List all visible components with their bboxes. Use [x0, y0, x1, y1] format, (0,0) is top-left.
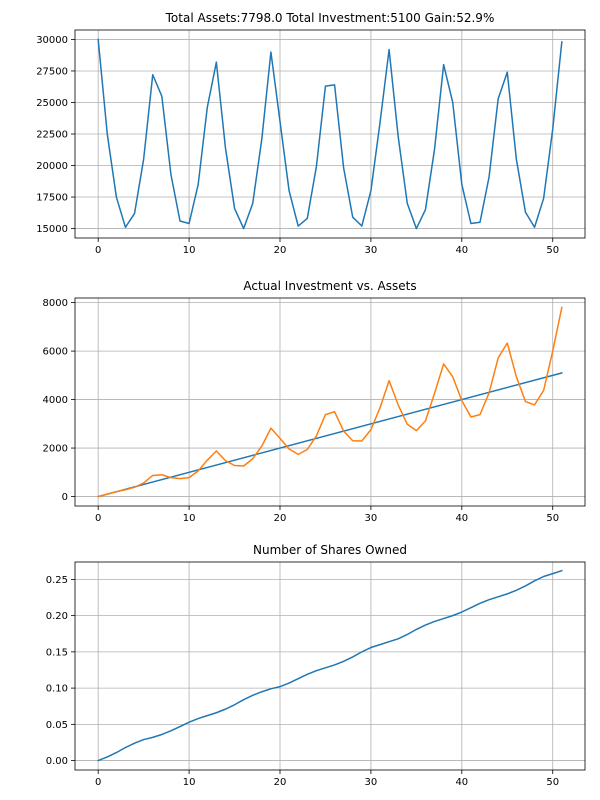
y-tick-label: 2000: [43, 444, 68, 455]
x-tick-label: 0: [95, 513, 101, 524]
panel-title: Number of Shares Owned: [253, 543, 407, 557]
panel-shares-owned: Number of Shares Owned 0 10 20 30 40 50 0.00 0.…: [46, 543, 586, 788]
x-tick-label: 30: [365, 777, 378, 788]
grid-lines: [75, 30, 585, 238]
ticks: 0 10 20 30 40 50 15000 17500 20000 22500 25000 2750…: [36, 35, 559, 256]
y-tick-label: 0.05: [46, 720, 68, 731]
y-tick-label: 17500: [36, 193, 68, 204]
series-line-1: [97, 306, 563, 498]
y-tick-label: 0.15: [46, 647, 68, 658]
x-tick-label: 0: [95, 777, 101, 788]
grid-lines: [75, 562, 585, 770]
x-tick-label: 10: [183, 777, 196, 788]
series-line-0: [97, 371, 563, 498]
x-tick-label: 10: [183, 245, 196, 256]
y-tick-label: 8000: [43, 298, 68, 309]
ticks: 0 10 20 30 40 50 0.00 0.05 0.10 0.15 0.20 0.25: [46, 575, 559, 788]
panel-total-assets: Total Assets:7798.0 Total Investment:510…: [36, 11, 586, 256]
x-tick-label: 40: [455, 245, 468, 256]
plot-frame: [74, 29, 586, 239]
x-tick-label: 30: [365, 245, 378, 256]
ticks: 0 10 20 30 40 50 0 2000 4000 6000 8000: [43, 298, 560, 524]
y-tick-label: 0.10: [46, 684, 68, 695]
x-tick-label: 0: [95, 245, 101, 256]
panel-title: Total Assets:7798.0 Total Investment:510…: [165, 11, 495, 25]
plot-frame: [74, 561, 586, 771]
y-tick-label: 20000: [36, 161, 68, 172]
x-tick-label: 20: [274, 513, 287, 524]
panel-investment-vs-assets: Actual Investment vs. Assets 0 10 20 30 40 50…: [43, 279, 586, 524]
y-tick-label: 0.25: [46, 575, 68, 586]
x-tick-label: 50: [546, 245, 559, 256]
y-tick-label: 0: [62, 492, 68, 503]
panel-title: Actual Investment vs. Assets: [243, 279, 416, 293]
y-tick-label: 0.00: [46, 756, 68, 767]
grid-lines: [75, 298, 585, 506]
x-tick-label: 50: [546, 777, 559, 788]
x-tick-label: 50: [546, 513, 559, 524]
x-tick-label: 30: [365, 513, 378, 524]
x-tick-label: 40: [455, 513, 468, 524]
x-tick-label: 10: [183, 513, 196, 524]
plot-frame: [74, 297, 586, 507]
y-tick-label: 22500: [36, 130, 68, 141]
y-tick-label: 0.20: [46, 611, 68, 622]
y-tick-label: 15000: [36, 224, 68, 235]
y-tick-label: 27500: [36, 66, 68, 77]
series-line-0: [97, 569, 563, 762]
x-tick-label: 20: [274, 777, 287, 788]
y-tick-label: 30000: [36, 35, 68, 46]
x-tick-label: 20: [274, 245, 287, 256]
x-tick-label: 40: [455, 777, 468, 788]
series-line-0: [97, 38, 563, 230]
y-tick-label: 4000: [43, 395, 68, 406]
y-tick-label: 6000: [43, 347, 68, 358]
y-tick-label: 25000: [36, 98, 68, 109]
